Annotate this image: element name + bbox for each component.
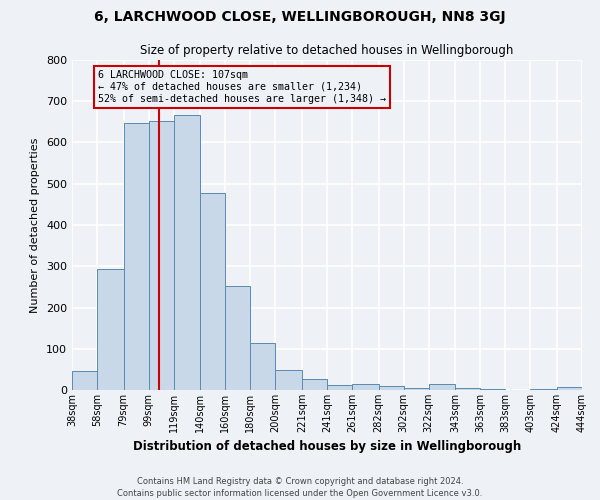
Text: Contains HM Land Registry data © Crown copyright and database right 2024.
Contai: Contains HM Land Registry data © Crown c… (118, 476, 482, 498)
Bar (557, 387, 582, 390)
Bar (302, 379, 327, 390)
X-axis label: Distribution of detached houses by size in Wellingborough: Distribution of detached houses by size … (133, 440, 521, 454)
Bar (174, 115, 200, 390)
Bar (250, 344, 275, 390)
Bar (200, 193, 225, 390)
Bar (275, 370, 302, 390)
Text: 6, LARCHWOOD CLOSE, WELLINGBOROUGH, NN8 3GJ: 6, LARCHWOOD CLOSE, WELLINGBOROUGH, NN8 … (94, 10, 506, 24)
Text: 6 LARCHWOOD CLOSE: 107sqm
← 47% of detached houses are smaller (1,234)
52% of se: 6 LARCHWOOD CLOSE: 107sqm ← 47% of detac… (98, 70, 386, 104)
Title: Size of property relative to detached houses in Wellingborough: Size of property relative to detached ho… (140, 44, 514, 58)
Bar (327, 384, 352, 390)
Bar (97, 269, 124, 390)
Bar (404, 388, 429, 390)
Bar (455, 388, 480, 390)
Bar (72, 370, 97, 390)
Bar (225, 286, 250, 390)
Bar (124, 122, 149, 390)
Bar (530, 389, 557, 390)
Y-axis label: Number of detached properties: Number of detached properties (31, 138, 40, 312)
Bar (149, 122, 174, 390)
Bar (480, 389, 505, 390)
Bar (429, 384, 455, 390)
Bar (352, 384, 379, 390)
Bar (379, 386, 404, 390)
